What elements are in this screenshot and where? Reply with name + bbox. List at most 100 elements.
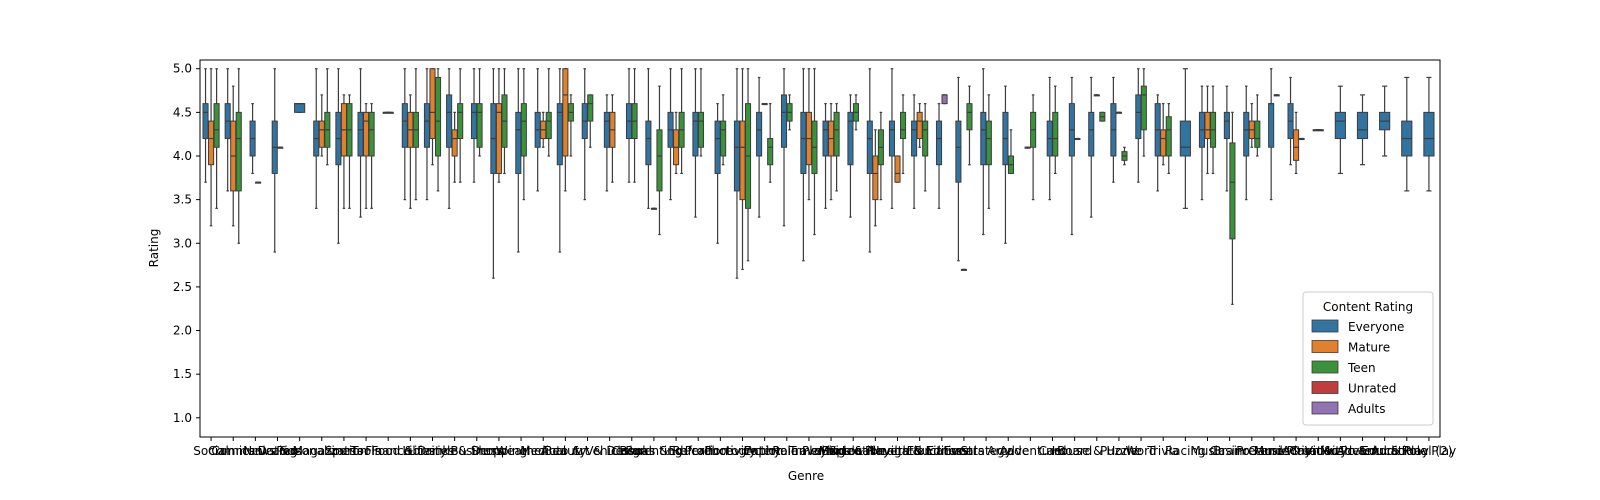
x-tick-label: Brain Games: [1213, 444, 1290, 458]
x-tick-label: Food & Drink: [371, 444, 449, 458]
box-everyone: [515, 111, 522, 174]
box-everyone: [1356, 111, 1369, 140]
box-mature: [363, 111, 370, 157]
x-tick-label: Comics: [211, 444, 255, 458]
legend-label: Teen: [1347, 361, 1376, 375]
x-tick-label: Social: [193, 444, 229, 458]
category-group: [1423, 76, 1435, 192]
box-everyone: [733, 120, 741, 192]
category-group: [822, 103, 840, 209]
legend-title: Content Rating: [1323, 300, 1413, 314]
box-everyone: [1135, 94, 1142, 140]
box-teen: [656, 129, 663, 192]
category-group: [382, 111, 394, 114]
category-group: [1198, 85, 1217, 201]
x-tick-label: Education: [668, 444, 728, 458]
box-teen: [476, 103, 483, 148]
y-tick-label: 5.0: [173, 62, 192, 76]
box-teen: [457, 103, 464, 140]
legend-label: Mature: [1348, 341, 1390, 355]
x-tick-label: Auto & Vehicles: [540, 444, 634, 458]
box-everyone: [1088, 111, 1095, 157]
x-tick-label: Casino: [1210, 444, 1250, 458]
category-group: [1110, 76, 1128, 183]
box-everyone: [780, 94, 788, 148]
box-everyone: [357, 111, 364, 157]
x-tick-label: News & Magazines: [243, 444, 356, 458]
category-group: [1268, 68, 1280, 201]
box-everyone: [800, 111, 807, 174]
category-group: [625, 68, 638, 183]
category-group: [667, 68, 685, 201]
box-teen: [1052, 111, 1059, 157]
box-everyone: [955, 120, 962, 183]
x-tick-label: Parenting: [625, 444, 682, 458]
x-tick-label: Tools: [350, 444, 381, 458]
category-group: [313, 68, 331, 209]
box-teen: [833, 111, 840, 157]
x-tick-label: Entertainment: [743, 444, 830, 458]
category-group: [1024, 94, 1037, 201]
x-tick-label: Libraries & Demo: [402, 444, 506, 458]
box-everyone: [692, 111, 699, 157]
category-group: [1356, 94, 1369, 166]
box-teen: [985, 120, 992, 166]
category-group: [401, 68, 419, 209]
box-mature: [894, 155, 901, 183]
x-tick-label: Beauty: [544, 444, 586, 458]
axes-frame: [199, 59, 1441, 438]
x-tick-label: Creativity: [1289, 444, 1347, 458]
box-everyone: [866, 120, 873, 174]
x-tick-label: Role Play: [1402, 444, 1457, 458]
category-group: [1334, 85, 1346, 175]
category-group: [1088, 76, 1106, 218]
box-everyone: [1223, 111, 1230, 140]
x-tick-label: Role Playing: [772, 444, 845, 458]
category-group: [980, 68, 992, 236]
category-group: [1135, 68, 1147, 183]
x-tick-label: Simulation: [821, 444, 885, 458]
legend-label: Unrated: [1348, 382, 1396, 396]
category-group: [847, 94, 860, 218]
y-tick-label: 1.5: [173, 367, 192, 381]
legend-swatch-mature: [1311, 340, 1339, 353]
box-everyone: [911, 120, 918, 157]
category-group: [1287, 76, 1305, 175]
y-axis-title: Rating: [147, 229, 161, 268]
legend-swatch-everyone: [1311, 319, 1339, 333]
category-group: [1179, 68, 1191, 209]
box-everyone: [401, 103, 408, 148]
box-teen: [899, 111, 907, 140]
legend-swatch-teen: [1311, 360, 1339, 374]
x-tick-label: Pretend Play: [1236, 444, 1311, 458]
x-tick-label: Word: [1126, 444, 1157, 458]
box-teen: [1140, 85, 1147, 131]
x-axis-title: Genre: [788, 469, 824, 483]
box-mature: [208, 120, 215, 166]
box-teen: [520, 103, 527, 157]
x-tick-label: Board: [1057, 444, 1092, 458]
box-mature: [739, 120, 746, 201]
x-tick-label: Health & Fitness: [871, 444, 969, 458]
category-group: [534, 68, 552, 192]
x-tick-label: Arcade: [987, 444, 1029, 458]
x-tick-label: Casual: [612, 444, 652, 458]
category-group: [955, 76, 973, 271]
box-teen: [368, 111, 375, 157]
category-group: [733, 68, 752, 279]
x-tick-label: House & Home: [1052, 444, 1142, 458]
category-group: [446, 68, 464, 209]
y-tick-label: 2.5: [173, 280, 192, 294]
category-group: [1223, 85, 1236, 305]
x-tick-label: Music: [1190, 444, 1224, 458]
box-everyone: [756, 111, 763, 157]
x-tick-label: Finance: [365, 444, 411, 458]
box-everyone: [645, 120, 652, 166]
box-teen: [587, 94, 594, 122]
box-everyone: [470, 103, 478, 140]
x-tick-label: Puzzle: [1100, 444, 1138, 458]
category-group: [515, 68, 527, 253]
box-everyone: [1243, 111, 1250, 157]
